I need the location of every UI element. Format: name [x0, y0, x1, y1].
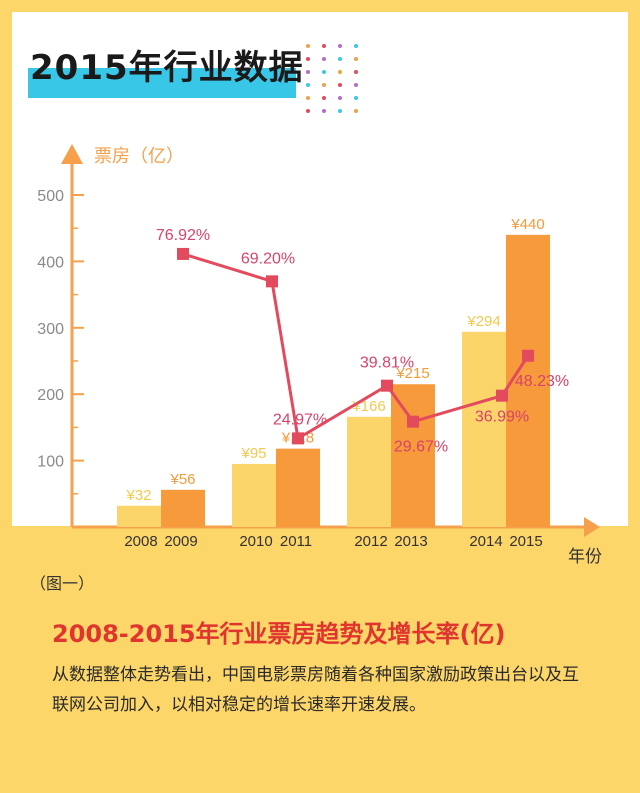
decor-dot	[354, 83, 358, 87]
bar-value-label: ¥215	[395, 365, 429, 382]
decor-dot	[322, 83, 326, 87]
growth-rate-point	[292, 432, 304, 445]
growth-rate-label: 69.20%	[241, 250, 295, 267]
decor-dot	[354, 57, 358, 61]
growth-rate-point	[407, 415, 419, 428]
x-tick-label: 2014	[469, 533, 502, 550]
x-tick-label: 2011	[280, 533, 312, 550]
title-highlight-bar	[28, 68, 296, 98]
y-tick-label: 300	[37, 321, 64, 338]
x-tick-label: 2010	[239, 533, 272, 550]
decor-dot	[306, 109, 310, 113]
x-tick-label: 2015	[509, 533, 542, 550]
growth-rate-label: 36.99%	[475, 409, 529, 426]
growth-rate-point	[522, 349, 534, 362]
bar	[276, 448, 320, 527]
x-tick-label: 2013	[394, 533, 427, 550]
growth-rate-label: 24.97%	[273, 411, 327, 428]
decor-dot	[306, 44, 310, 48]
bar	[232, 463, 276, 527]
decor-dot	[322, 96, 326, 100]
decor-dot	[338, 70, 342, 74]
bar-value-label: ¥56	[169, 471, 195, 488]
decor-dot	[338, 44, 342, 48]
bar-value-label: ¥294	[466, 313, 500, 330]
bar-value-label: ¥32	[125, 487, 151, 504]
decor-dot	[306, 70, 310, 74]
decor-dot	[322, 70, 326, 74]
y-tick-label: 100	[37, 454, 64, 471]
decor-dot	[354, 44, 358, 48]
x-tick-label: 2009	[164, 533, 197, 550]
bar	[161, 489, 205, 527]
growth-rate-point	[266, 275, 278, 288]
decor-dot	[354, 70, 358, 74]
growth-rate-label: 76.92%	[156, 227, 210, 244]
growth-rate-point	[177, 247, 189, 260]
bar	[391, 384, 435, 527]
decor-dot	[322, 57, 326, 61]
decor-dot	[354, 96, 358, 100]
bar	[117, 505, 161, 527]
bar-value-label: ¥166	[351, 398, 385, 415]
decorative-dots	[306, 44, 358, 113]
growth-rate-label: 29.67%	[394, 439, 448, 456]
page-title: 2015年行业数据	[30, 48, 304, 88]
decor-dot	[306, 83, 310, 87]
decor-dot	[338, 57, 342, 61]
bar-value-label: ¥440	[510, 216, 544, 233]
x-tick-label: 2012	[354, 533, 387, 550]
decor-dot	[338, 83, 342, 87]
decor-dot	[338, 109, 342, 113]
y-axis-arrow	[61, 144, 83, 164]
bar-value-label: ¥95	[240, 445, 266, 462]
growth-rate-label: 48.23%	[515, 373, 569, 390]
growth-rate-point	[496, 389, 508, 402]
decor-dot	[306, 57, 310, 61]
decor-dot	[322, 109, 326, 113]
x-tick-label: 2008	[124, 533, 157, 550]
figure-label: （图一）	[30, 574, 95, 593]
description-text: 从数据整体走势看出，中国电影票房随着各种国家激励政策出台以及互联网公司加入，以相…	[52, 665, 579, 715]
growth-rate-label: 39.81%	[360, 355, 414, 372]
bar	[462, 331, 506, 527]
decor-dot	[354, 109, 358, 113]
y-tick-label: 200	[37, 387, 64, 404]
growth-rate-point	[381, 379, 393, 392]
y-tick-label: 500	[37, 188, 64, 205]
y-tick-label: 400	[37, 254, 64, 271]
y-axis-label: 票房（亿）	[94, 146, 184, 167]
decor-dot	[338, 96, 342, 100]
x-axis-arrow	[584, 517, 600, 537]
chart-title: 2008-2015年行业票房趋势及增长率(亿)	[52, 620, 506, 648]
bar	[347, 416, 391, 527]
decor-dot	[322, 44, 326, 48]
decor-dot	[306, 96, 310, 100]
x-axis-label: 年份	[568, 547, 602, 567]
